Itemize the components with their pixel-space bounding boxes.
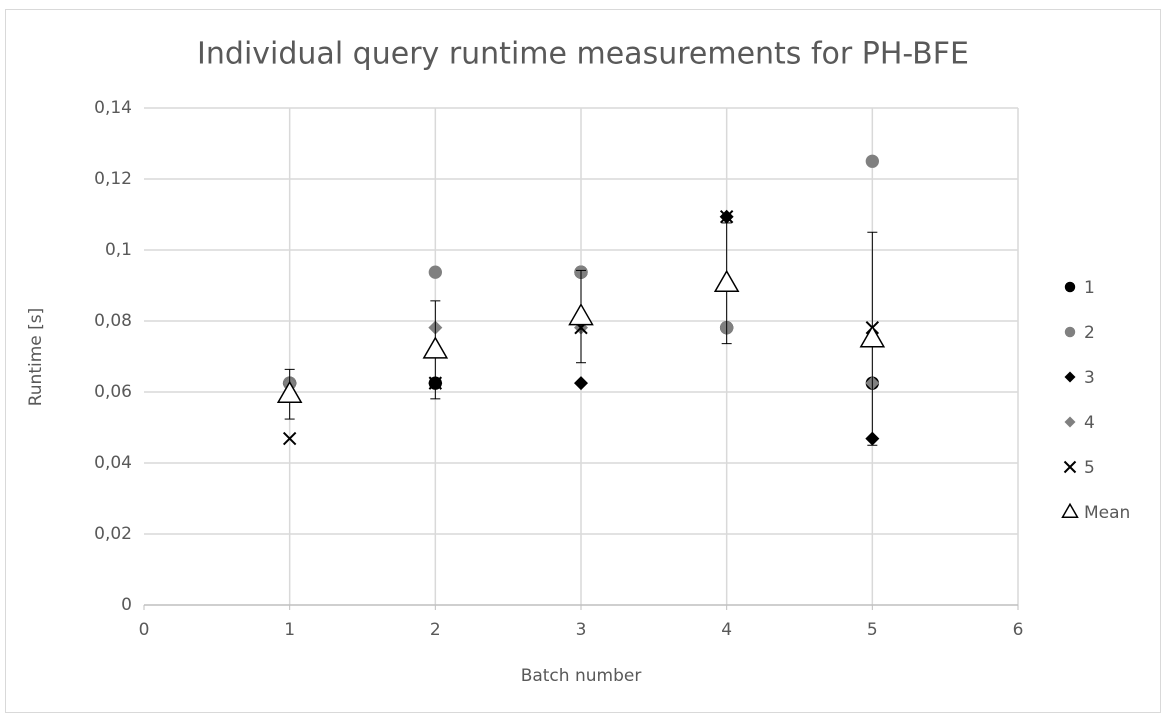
y-tick-label: 0,08 [94,311,132,331]
legend-label: 1 [1084,278,1095,298]
y-tick-label: 0,02 [94,524,132,544]
x-tick-label: 0 [139,620,150,640]
x-tick-label: 3 [576,620,587,640]
legend-marker [1064,326,1076,338]
y-tick-label: 0,06 [94,382,132,402]
legend-label: 2 [1084,323,1095,343]
point [276,380,303,403]
y-tick-label: 0,04 [94,453,132,473]
x-tick-label: 6 [1013,620,1024,640]
point [719,210,734,224]
legend-marker [1064,371,1076,383]
y-tick-label: 0,12 [94,169,132,189]
point [859,325,886,348]
point [428,265,442,279]
y-axis-title: Runtime [s] [26,308,46,407]
legend-label: 4 [1084,413,1095,433]
x-tick-label: 2 [430,620,441,640]
legend-label: 5 [1084,458,1095,478]
point [713,269,740,293]
x-tick-label: 1 [284,620,295,640]
legend-marker [1064,416,1076,428]
y-tick-label: 0,1 [105,240,132,260]
chart-border [5,9,1161,713]
legend-marker [1061,502,1079,518]
legend-marker [1064,281,1076,293]
chart-title: Individual query runtime measurements fo… [197,37,969,72]
point [422,336,449,359]
y-tick-label: 0,14 [94,98,132,118]
legend-marker [1063,460,1077,474]
point [865,154,879,168]
point [574,376,588,391]
x-tick-label: 5 [867,620,878,640]
x-tick-label: 4 [721,620,732,640]
y-tick-label: 0 [121,595,132,615]
legend-label: Mean [1084,503,1130,523]
x-axis-title: Batch number [521,666,642,686]
point [568,303,594,326]
point [282,431,297,446]
legend-label: 3 [1084,368,1095,388]
